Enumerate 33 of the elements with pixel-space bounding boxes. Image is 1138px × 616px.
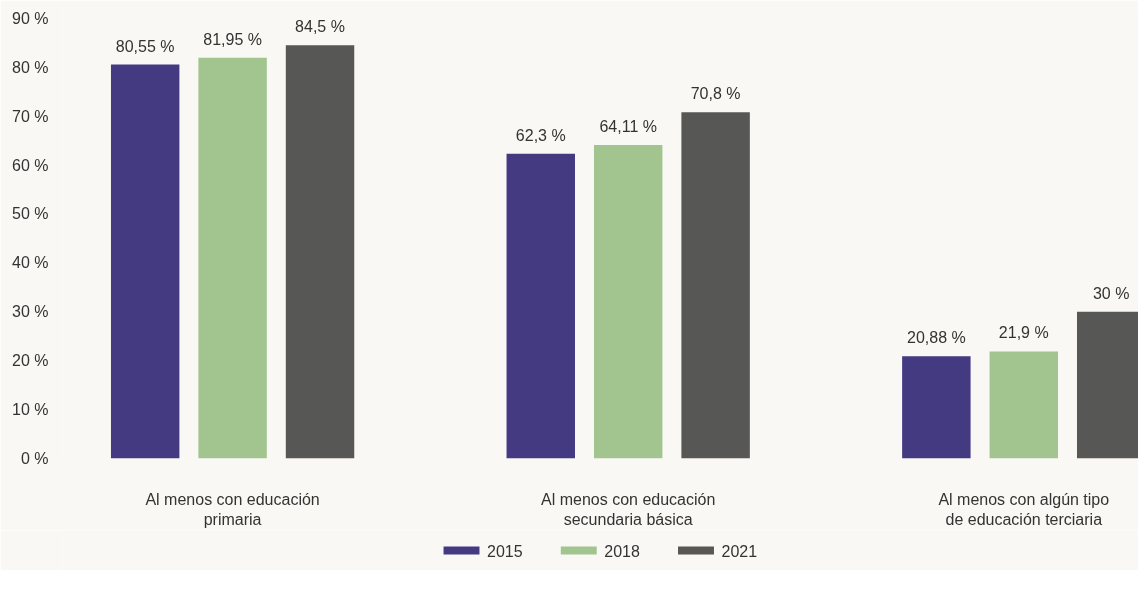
bar — [681, 112, 750, 459]
data-label: 70,8 % — [690, 85, 741, 103]
data-label: 80,55 % — [115, 37, 175, 55]
y-tick-label: 50 % — [12, 205, 49, 223]
y-tick-label: 40 % — [12, 254, 49, 272]
x-tick-label: Al menos con educación primaria — [145, 490, 320, 528]
y-tick-label: 60 % — [12, 156, 49, 174]
data-label: 64,11 % — [599, 117, 657, 135]
y-tick-label: 20 % — [12, 352, 49, 370]
legend-label: 2015 — [487, 542, 523, 560]
bar — [506, 153, 575, 459]
y-tick-label: 0 % — [20, 450, 49, 467]
bar — [285, 45, 355, 459]
bar — [989, 351, 1058, 459]
bar — [198, 57, 267, 459]
y-tick-label: 30 % — [12, 303, 49, 321]
data-label: 21,9 % — [998, 324, 1049, 342]
y-tick-label: 80 % — [12, 58, 49, 76]
y-tick-label: 90 % — [12, 9, 49, 27]
legend-label: 2021 — [721, 542, 758, 560]
y-tick-label: 10 % — [12, 401, 49, 419]
data-label: 84,5 % — [295, 18, 345, 36]
data-label: 62,3 % — [515, 126, 566, 144]
data-label: 81,95 % — [203, 30, 262, 48]
data-label: 30 % — [1092, 284, 1130, 302]
x-tick-label: Al menos con algún tipo de educación terciaria — [938, 490, 1110, 528]
data-label: 20,88 % — [907, 329, 966, 347]
y-tick-label: 70 % — [12, 107, 49, 125]
bar — [593, 144, 663, 459]
x-tick-label: Al menos con educación secundaria básica — [541, 490, 716, 528]
bar — [110, 64, 180, 459]
bar — [902, 356, 971, 459]
legend-label: 2018 — [604, 542, 640, 560]
